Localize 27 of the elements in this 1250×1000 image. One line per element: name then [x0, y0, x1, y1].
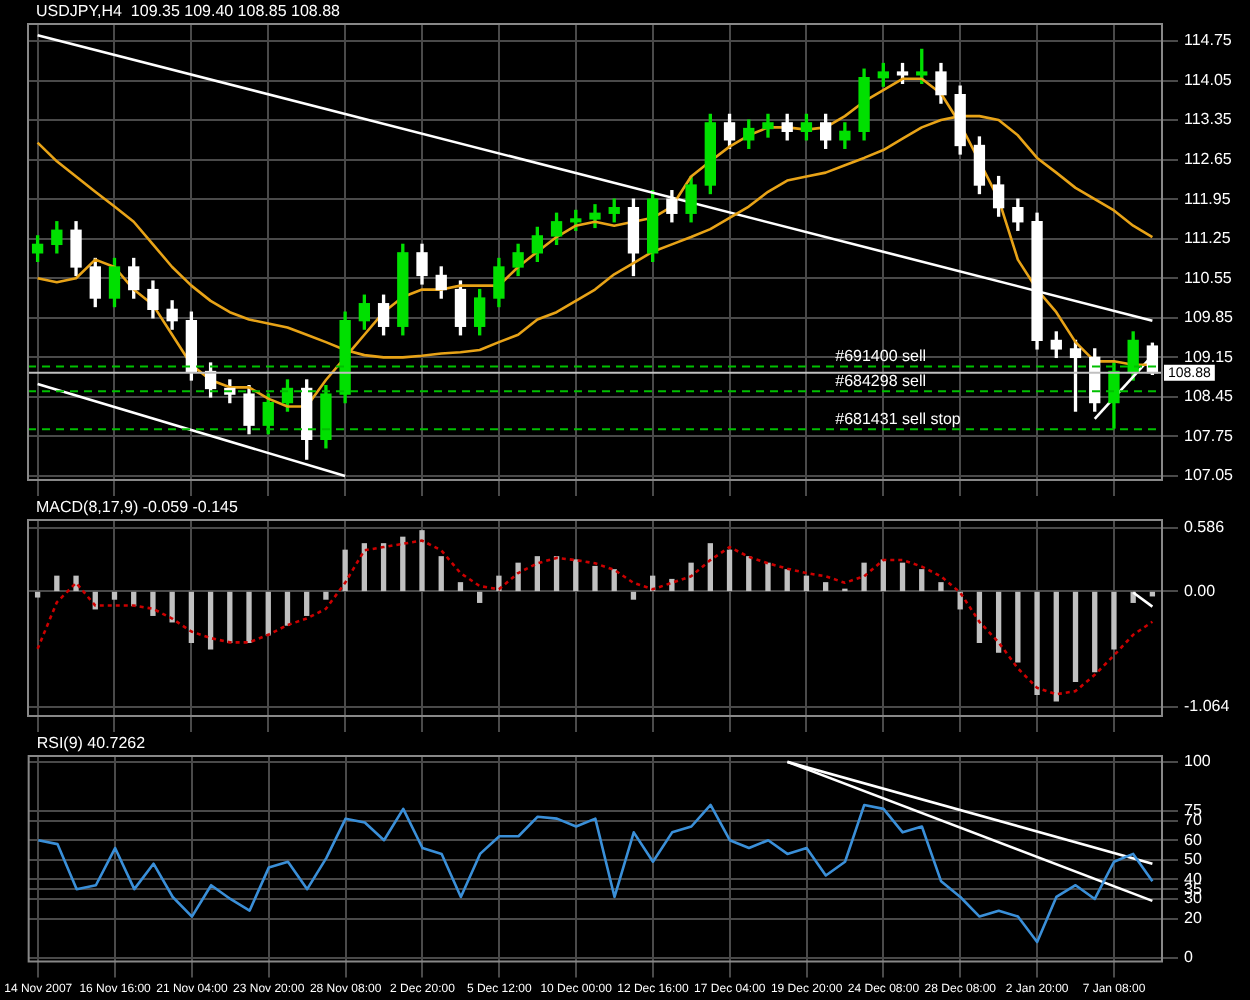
y-tick-label: 113.35: [1184, 110, 1233, 129]
y-tick-label: 100: [1184, 752, 1212, 771]
y-tick-label: 0: [1184, 948, 1194, 967]
y-tick-label: 107.75: [1184, 426, 1235, 445]
chart-title: USDJPY,H4 109.35 109.40 108.85 108.88: [36, 2, 342, 21]
ref-line-label: #684298 sell: [835, 371, 927, 390]
y-tick-label: -1.064: [1184, 697, 1231, 716]
y-tick-label: 107.05: [1184, 466, 1235, 485]
y-tick-label: 20: [1184, 908, 1203, 927]
y-tick-label: 114.75: [1184, 31, 1233, 50]
y-tick-label: 111.25: [1184, 229, 1232, 248]
y-tick-label: 109.15: [1184, 347, 1235, 366]
y-tick-label: 111.95: [1184, 189, 1232, 208]
y-tick-label: 0.586: [1184, 518, 1226, 537]
chart-title: MACD(8,17,9) -0.059 -0.145: [36, 498, 239, 517]
y-tick-label: 110.55: [1184, 268, 1233, 287]
y-tick-label: 0.00: [1184, 581, 1217, 600]
ref-line-label: #681431 sell stop: [835, 409, 962, 428]
y-tick-label: 109.85: [1184, 308, 1235, 327]
y-tick-label: 108.45: [1184, 387, 1235, 406]
y-tick-label: 30: [1184, 889, 1203, 908]
y-tick-label: 114.05: [1184, 70, 1233, 89]
chart-title: RSI(9) 40.7262: [36, 734, 147, 753]
ref-line-label: #691400 sell: [835, 346, 927, 365]
y-tick-label: 50: [1184, 850, 1203, 869]
y-tick-label: 60: [1184, 830, 1203, 849]
y-tick-label: 112.65: [1184, 150, 1233, 169]
